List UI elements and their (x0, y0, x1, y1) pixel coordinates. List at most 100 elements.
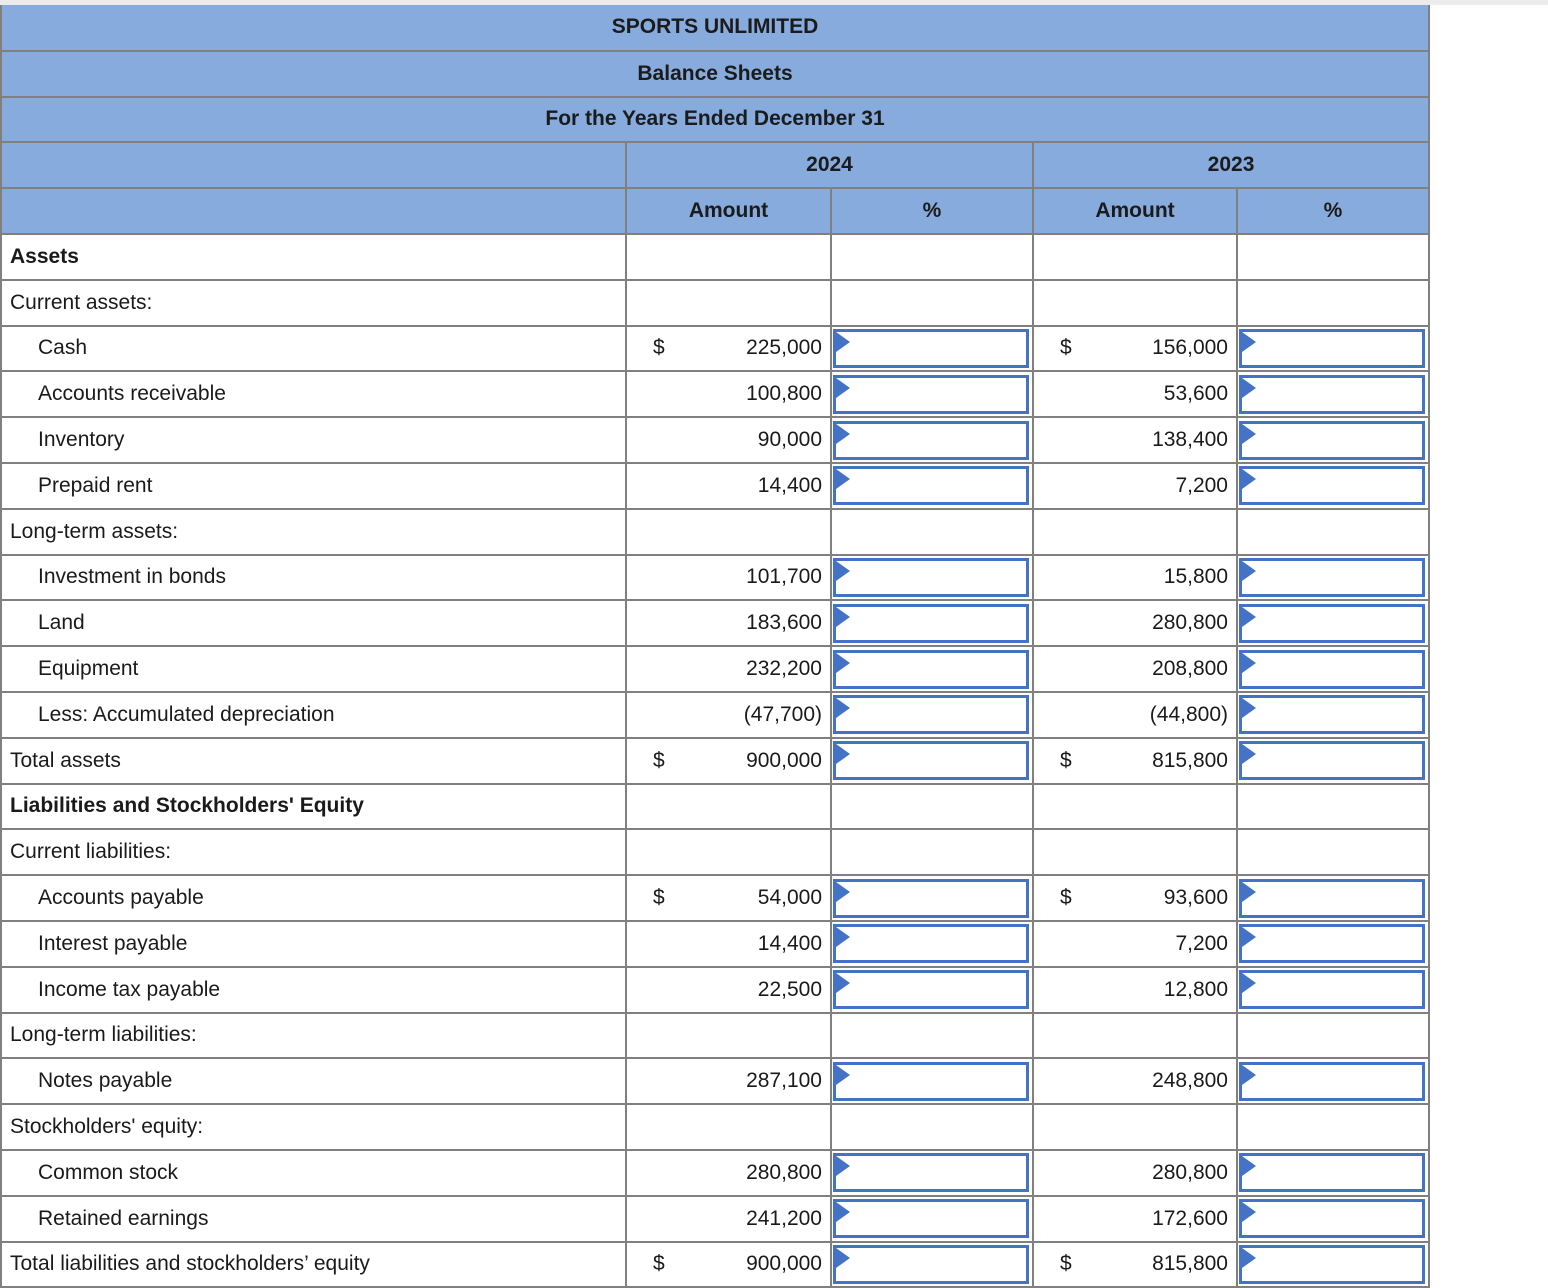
percent-input-box-2024[interactable] (833, 741, 1029, 781)
percent-input-2024[interactable] (836, 377, 1026, 411)
percent-input-box-2024[interactable] (833, 557, 1029, 597)
amount-header-2024: Amount (625, 187, 832, 235)
percent-input-2023[interactable] (1242, 1064, 1423, 1098)
percent-input-box-2024[interactable] (833, 374, 1029, 414)
percent-input-2024[interactable] (836, 881, 1026, 915)
amount-value-2023: 138,400 (1152, 428, 1228, 452)
amount-cell-2024: 22,500 (625, 965, 832, 1014)
percent-input-2023[interactable] (1242, 469, 1423, 503)
percent-input-box-2023[interactable] (1239, 695, 1426, 735)
percent-input-2023[interactable] (1242, 606, 1423, 640)
percent-input-box-2023[interactable] (1239, 1061, 1426, 1101)
percent-input-box-2024[interactable] (833, 1061, 1029, 1101)
percent-input-box-2024[interactable] (833, 328, 1029, 368)
percent-input-2023[interactable] (1242, 881, 1423, 915)
percent-input-2024[interactable] (836, 698, 1026, 732)
percent-input-box-2024[interactable] (833, 603, 1029, 643)
row-label: Equipment (0, 645, 627, 693)
percent-input-2024[interactable] (836, 560, 1026, 594)
percent-input-box-2024[interactable] (833, 970, 1029, 1010)
percent-cell-2024 (830, 1103, 1034, 1151)
row-label: Income tax payable (0, 965, 627, 1014)
amount-cell-2024: $900,000 (625, 736, 832, 785)
percent-cell-2023 (1235, 1194, 1431, 1243)
percent-input-box-2023[interactable] (1239, 328, 1426, 368)
percent-input-2023[interactable] (1242, 1202, 1423, 1236)
row-label: Accounts payable (0, 874, 627, 922)
table-row: Assets (0, 232, 1431, 281)
percent-cell-2023 (1235, 232, 1431, 281)
percent-input-2024[interactable] (836, 331, 1026, 365)
percent-cell-2023 (1235, 919, 1431, 968)
percent-cell-2024 (830, 278, 1034, 327)
percent-input-box-2024[interactable] (833, 649, 1029, 689)
amount-value-2023: 12,800 (1163, 977, 1228, 1001)
percent-input-box-2024[interactable] (833, 1244, 1029, 1284)
row-label: Interest payable (0, 919, 627, 968)
amount-value-2024: 100,800 (746, 382, 822, 406)
row-label: Total liabilities and stockholders’ equi… (0, 1240, 627, 1288)
percent-input-2024[interactable] (836, 927, 1026, 961)
percent-input-box-2024[interactable] (833, 1153, 1029, 1193)
balance-sheet-table: SPORTS UNLIMITED Balance Sheets For the … (0, 5, 1431, 1288)
percent-input-2024[interactable] (836, 423, 1026, 457)
percent-input-box-2023[interactable] (1239, 649, 1426, 689)
percent-input-box-2023[interactable] (1239, 374, 1426, 414)
amount-cell-2023 (1032, 828, 1238, 877)
row-label: Cash (0, 324, 627, 373)
percent-cell-2023 (1235, 1011, 1431, 1060)
percent-input-box-2024[interactable] (833, 420, 1029, 460)
percent-input-box-2023[interactable] (1239, 741, 1426, 781)
percent-input-box-2023[interactable] (1239, 557, 1426, 597)
percent-input-2023[interactable] (1242, 1156, 1423, 1190)
percent-input-2023[interactable] (1242, 331, 1423, 365)
percent-input-2023[interactable] (1242, 973, 1423, 1007)
percent-input-2023[interactable] (1242, 560, 1423, 594)
percent-input-box-2023[interactable] (1239, 603, 1426, 643)
percent-cell-2023 (1235, 782, 1431, 831)
percent-input-box-2023[interactable] (1239, 1244, 1426, 1284)
percent-input-box-2023[interactable] (1239, 924, 1426, 964)
percent-input-2024[interactable] (836, 1156, 1026, 1190)
percent-input-box-2024[interactable] (833, 466, 1029, 506)
amount-cell-2023: $156,000 (1032, 324, 1238, 373)
amount-value-2024: 90,000 (757, 428, 822, 452)
percent-input-2024[interactable] (836, 606, 1026, 640)
amount-value-2023: 280,800 (1152, 611, 1228, 635)
percent-input-box-2024[interactable] (833, 1199, 1029, 1239)
percent-input-box-2024[interactable] (833, 878, 1029, 918)
percent-input-box-2023[interactable] (1239, 466, 1426, 506)
percent-input-2023[interactable] (1242, 744, 1423, 778)
percent-cell-2023 (1235, 599, 1431, 648)
percent-input-2024[interactable] (836, 1247, 1026, 1281)
percent-input-2023[interactable] (1242, 927, 1423, 961)
percent-input-2024[interactable] (836, 744, 1026, 778)
percent-cell-2023 (1235, 553, 1431, 602)
amount-cell-2024: 280,800 (625, 1148, 832, 1197)
percent-input-2023[interactable] (1242, 1247, 1423, 1281)
percent-input-box-2024[interactable] (833, 695, 1029, 735)
table-row: Long-term liabilities: (0, 1011, 1431, 1060)
percent-input-2023[interactable] (1242, 377, 1423, 411)
row-label: Long-term assets: (0, 507, 627, 556)
percent-input-2023[interactable] (1242, 652, 1423, 686)
percent-input-box-2023[interactable] (1239, 878, 1426, 918)
percent-input-box-2024[interactable] (833, 924, 1029, 964)
percent-input-2023[interactable] (1242, 423, 1423, 457)
percent-input-2023[interactable] (1242, 698, 1423, 732)
row-label: Notes payable (0, 1057, 627, 1106)
amount-value-2024: 225,000 (746, 336, 822, 360)
percent-input-box-2023[interactable] (1239, 1199, 1426, 1239)
percent-input-2024[interactable] (836, 973, 1026, 1007)
percent-input-box-2023[interactable] (1239, 420, 1426, 460)
percent-input-2024[interactable] (836, 652, 1026, 686)
row-label: Long-term liabilities: (0, 1011, 627, 1060)
percent-input-2024[interactable] (836, 1064, 1026, 1098)
percent-cell-2023 (1235, 645, 1431, 693)
percent-input-box-2023[interactable] (1239, 1153, 1426, 1193)
percent-input-2024[interactable] (836, 1202, 1026, 1236)
percent-input-box-2023[interactable] (1239, 970, 1426, 1010)
amount-value-2023: 280,800 (1152, 1160, 1228, 1184)
percent-cell-2024 (830, 507, 1034, 556)
percent-input-2024[interactable] (836, 469, 1026, 503)
